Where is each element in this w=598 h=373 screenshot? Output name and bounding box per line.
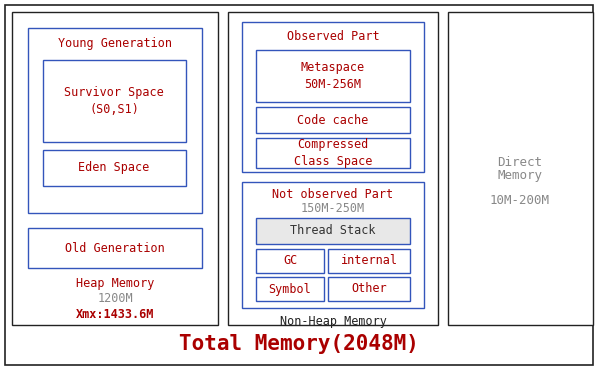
Text: Code cache: Code cache — [297, 113, 368, 126]
Text: Direct: Direct — [498, 156, 542, 169]
FancyBboxPatch shape — [12, 12, 218, 325]
FancyBboxPatch shape — [328, 277, 410, 301]
Text: Total Memory(2048M): Total Memory(2048M) — [179, 334, 419, 354]
Text: Thread Stack: Thread Stack — [290, 225, 376, 238]
Text: Xmx:1433.6M: Xmx:1433.6M — [76, 307, 154, 320]
FancyBboxPatch shape — [256, 107, 410, 133]
FancyBboxPatch shape — [242, 182, 424, 308]
FancyBboxPatch shape — [448, 12, 593, 325]
Text: 10M-200M: 10M-200M — [490, 194, 550, 207]
Text: Observed Part: Observed Part — [286, 29, 379, 43]
FancyBboxPatch shape — [228, 12, 438, 325]
FancyBboxPatch shape — [5, 5, 593, 365]
FancyBboxPatch shape — [328, 249, 410, 273]
FancyBboxPatch shape — [256, 277, 324, 301]
FancyBboxPatch shape — [43, 150, 186, 186]
FancyBboxPatch shape — [256, 50, 410, 102]
Text: 150M-250M: 150M-250M — [301, 201, 365, 214]
FancyBboxPatch shape — [256, 138, 410, 168]
Text: internal: internal — [340, 254, 398, 267]
Text: GC: GC — [283, 254, 297, 267]
Text: Memory: Memory — [498, 169, 542, 182]
Text: Compressed
Class Space: Compressed Class Space — [294, 138, 372, 168]
Text: Eden Space: Eden Space — [78, 162, 150, 175]
Text: Old Generation: Old Generation — [65, 241, 165, 254]
Text: Not observed Part: Not observed Part — [273, 188, 393, 201]
FancyBboxPatch shape — [256, 249, 324, 273]
Text: Young Generation: Young Generation — [58, 38, 172, 50]
Text: Non-Heap Memory: Non-Heap Memory — [279, 314, 386, 327]
FancyBboxPatch shape — [28, 28, 202, 213]
Text: Heap Memory: Heap Memory — [76, 278, 154, 291]
Text: Symbol: Symbol — [269, 282, 312, 295]
FancyBboxPatch shape — [242, 22, 424, 172]
FancyBboxPatch shape — [28, 228, 202, 268]
FancyBboxPatch shape — [43, 60, 186, 142]
FancyBboxPatch shape — [256, 218, 410, 244]
Text: Other: Other — [351, 282, 387, 295]
Text: 1200M: 1200M — [97, 292, 133, 305]
Text: Metaspace
50M-256M: Metaspace 50M-256M — [301, 61, 365, 91]
Text: Survivor Space
(S0,S1): Survivor Space (S0,S1) — [64, 86, 164, 116]
